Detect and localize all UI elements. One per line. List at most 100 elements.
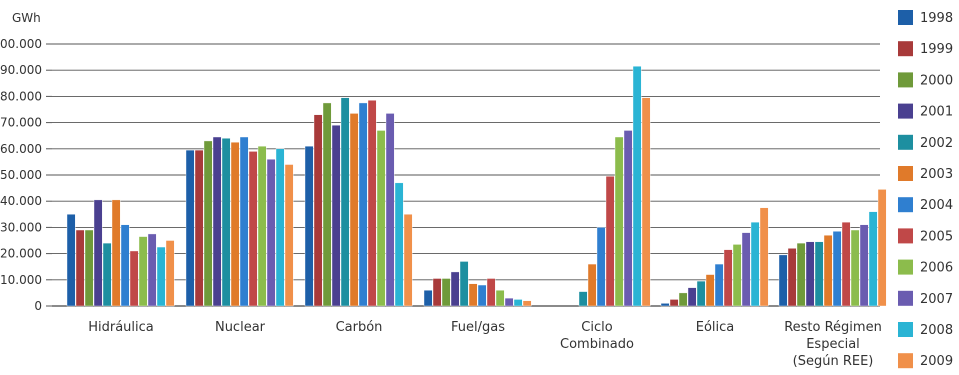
legend-swatch xyxy=(898,103,913,119)
bar xyxy=(367,100,377,307)
y-tick-label: 30.000 xyxy=(0,220,42,234)
category-label: Especial xyxy=(806,337,860,352)
bar xyxy=(230,142,240,307)
legend-label: 2006 xyxy=(920,261,953,276)
bar xyxy=(778,254,788,307)
bar xyxy=(102,242,112,307)
bar xyxy=(741,232,751,307)
bar xyxy=(605,176,615,307)
bar xyxy=(441,278,451,307)
bar xyxy=(641,97,651,307)
bar xyxy=(403,214,413,307)
legend-label: 1998 xyxy=(920,11,953,26)
legend-label: 2007 xyxy=(920,292,953,307)
bar xyxy=(495,290,505,307)
bars-group xyxy=(66,66,887,307)
bar xyxy=(522,300,532,307)
bar xyxy=(304,145,314,307)
y-tick-label: 0 xyxy=(34,299,42,313)
y-axis-unit-label: GWh xyxy=(12,11,41,25)
bar xyxy=(194,149,204,307)
bar xyxy=(850,229,860,307)
y-tick-label: 50.000 xyxy=(0,168,42,182)
y-tick-label: 40.000 xyxy=(0,194,42,208)
legend-swatch xyxy=(898,322,913,337)
category-label: (Según REE) xyxy=(793,354,874,369)
legend-swatch xyxy=(898,228,913,244)
bar xyxy=(468,283,478,307)
category-label: Nuclear xyxy=(215,320,266,335)
y-axis-ticks: 00.000 90.000 80.000 70.000 60.000 50.000 40.0… xyxy=(0,37,52,313)
legend-swatch xyxy=(898,72,913,88)
bar xyxy=(75,229,85,307)
category-label: Hidráulica xyxy=(88,320,154,335)
y-tick-label: 90.000 xyxy=(0,63,42,77)
bar xyxy=(138,236,148,307)
legend-swatch xyxy=(898,353,913,369)
category-labels: Hidráulica Nuclear Carbón Fuel/gas Ciclo Comb… xyxy=(88,320,882,369)
bar xyxy=(284,164,294,307)
bar xyxy=(841,221,851,307)
bar xyxy=(696,280,706,307)
bar xyxy=(340,97,350,307)
bar xyxy=(322,102,332,307)
bar xyxy=(156,246,166,307)
bar xyxy=(759,207,769,307)
y-tick-label: 80.000 xyxy=(0,89,42,103)
bar xyxy=(723,249,733,307)
bar xyxy=(787,248,797,307)
category-label: Carbón xyxy=(336,320,383,335)
legend-swatch xyxy=(898,166,913,181)
y-tick-label: 20.000 xyxy=(0,247,42,261)
legend-swatch xyxy=(898,290,913,306)
bar xyxy=(212,136,222,307)
legend-label: 2000 xyxy=(920,73,953,88)
bar xyxy=(129,250,139,307)
bar xyxy=(432,278,442,307)
bar xyxy=(687,287,697,307)
bar xyxy=(486,278,496,307)
category-label: Combinado xyxy=(560,337,634,352)
bar xyxy=(859,224,869,307)
bar xyxy=(623,130,633,307)
bar xyxy=(504,297,514,307)
bar xyxy=(732,244,742,307)
bar xyxy=(832,231,842,307)
bar xyxy=(814,241,824,307)
y-tick-label: 10.000 xyxy=(0,273,42,287)
bar xyxy=(423,290,433,307)
bar xyxy=(385,113,395,307)
bar xyxy=(477,284,487,307)
legend-swatch xyxy=(898,41,913,57)
bar xyxy=(165,240,175,307)
bar xyxy=(705,274,715,307)
y-tick-label: 70.000 xyxy=(0,116,42,130)
bar xyxy=(587,263,597,307)
bar xyxy=(313,114,323,307)
category-label: Eólica xyxy=(696,320,735,335)
bar xyxy=(596,227,606,307)
bar xyxy=(203,140,213,307)
bar xyxy=(632,66,642,307)
legend-swatch xyxy=(898,134,913,150)
bar xyxy=(868,211,878,307)
bar xyxy=(796,242,806,307)
bar xyxy=(358,102,368,307)
bar xyxy=(660,303,670,307)
category-label: Resto Régimen xyxy=(784,320,882,335)
bar xyxy=(239,136,249,307)
bar xyxy=(513,299,523,307)
bar xyxy=(805,241,815,307)
bar xyxy=(221,138,231,307)
legend-label: 2005 xyxy=(920,229,953,244)
legend-swatch xyxy=(898,197,913,213)
bar xyxy=(66,214,76,307)
bar xyxy=(750,221,760,307)
legend-label: 2003 xyxy=(920,167,953,182)
bar xyxy=(84,229,94,307)
bar xyxy=(823,235,833,307)
bar xyxy=(331,125,341,307)
bar xyxy=(669,299,679,307)
bar xyxy=(614,136,624,307)
